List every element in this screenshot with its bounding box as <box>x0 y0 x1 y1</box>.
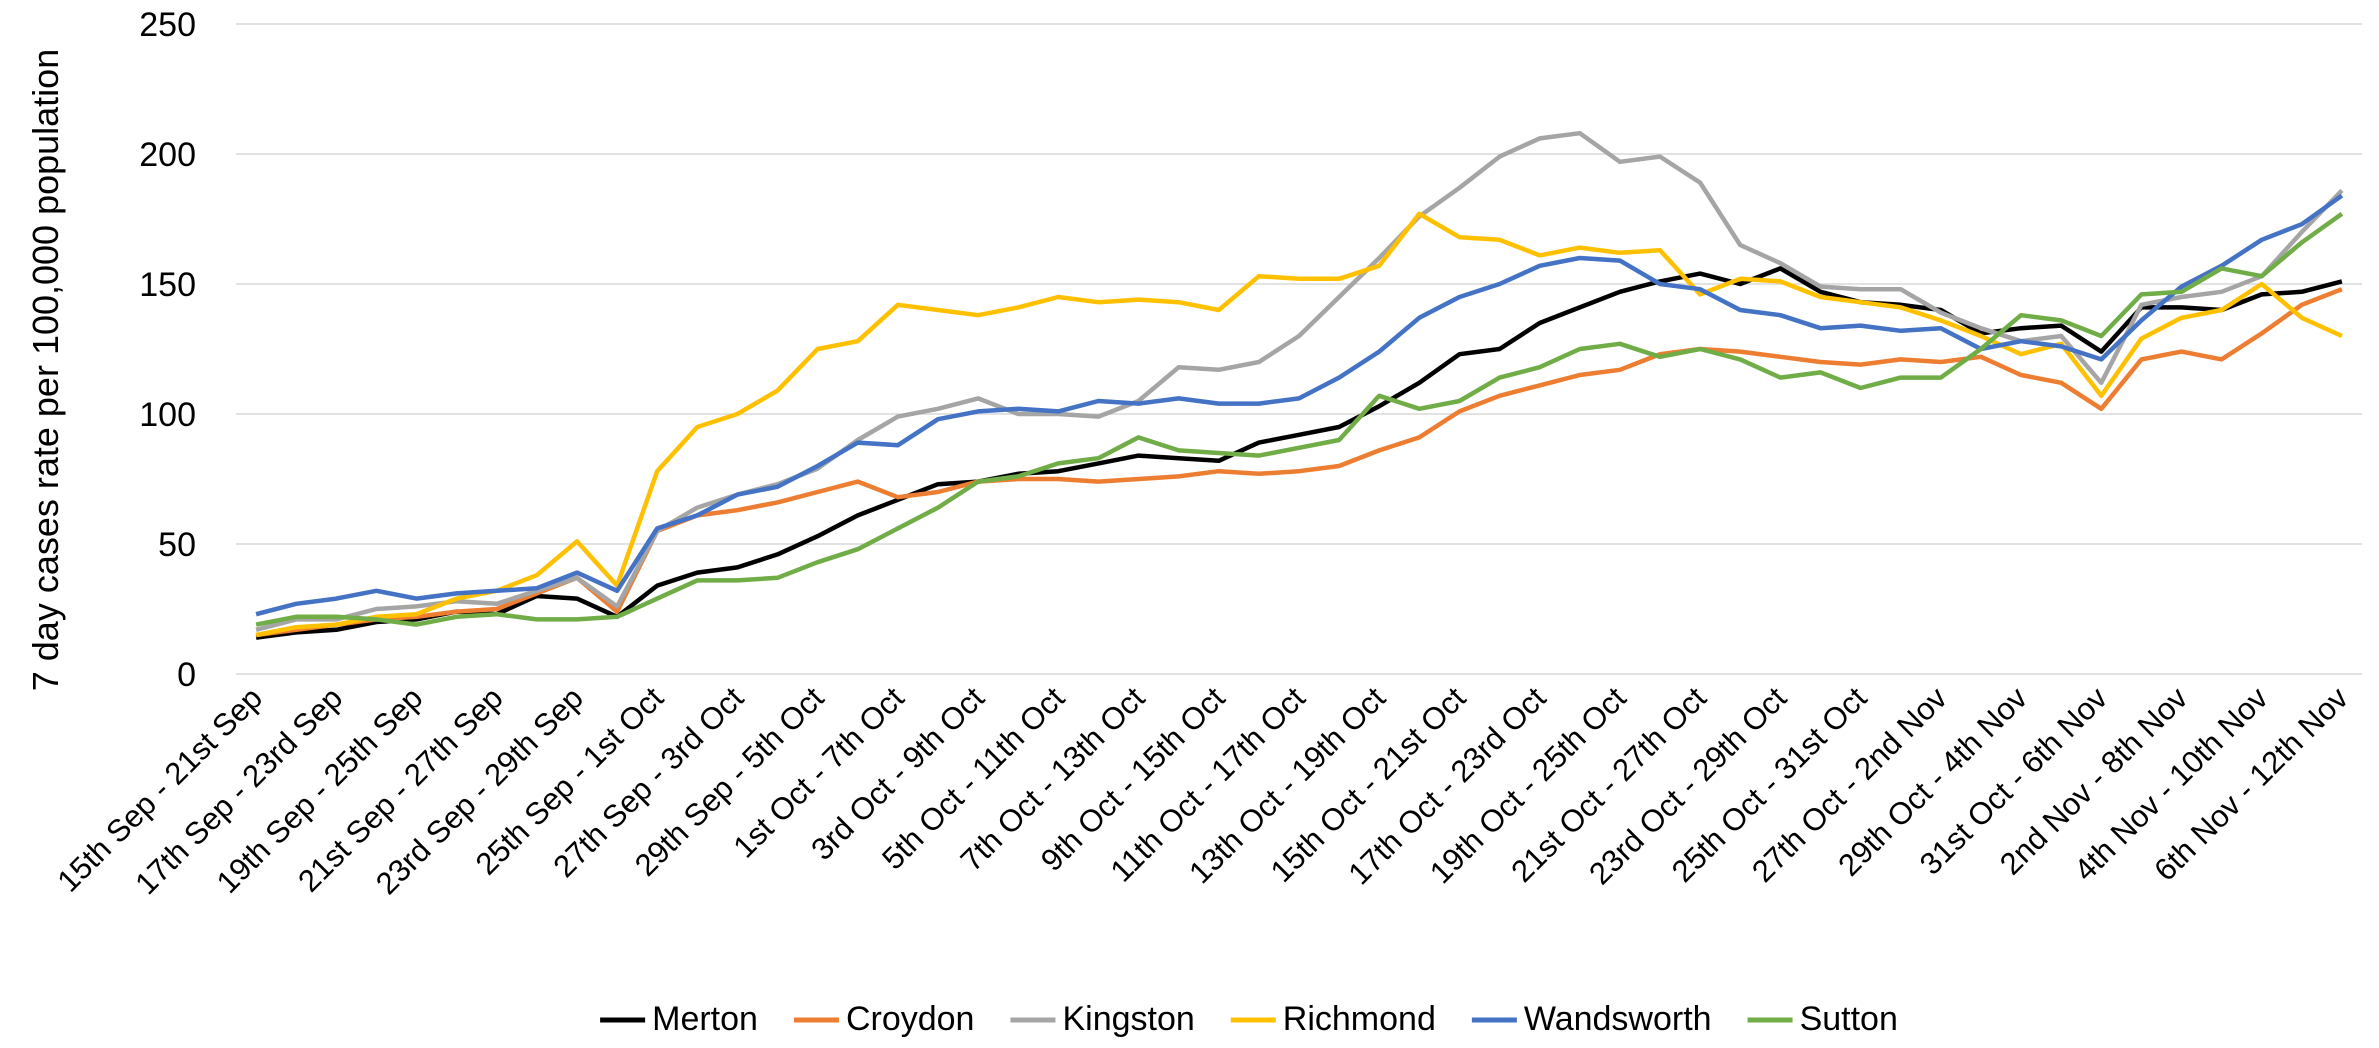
legend: Merton Croydon Kingston Richmond Wandsworth S… <box>600 1000 1898 1038</box>
y-tick-label: 250 <box>139 6 196 44</box>
y-axis-label: 7 day cases rate per 100,000 population <box>25 49 66 691</box>
y-tick-label: 50 <box>158 526 196 564</box>
legend-label: Croydon <box>846 1000 975 1038</box>
series-line <box>255 287 2343 638</box>
legend-label: Kingston <box>1062 1000 1194 1038</box>
series-line <box>255 211 2344 627</box>
y-tick-label: 150 <box>139 266 196 304</box>
series-line <box>255 130 2344 632</box>
y-tick-label: 100 <box>139 396 196 434</box>
legend-label: Merton <box>652 1000 758 1038</box>
y-tick-label: 200 <box>139 136 196 174</box>
y-tick-label: 0 <box>177 656 196 694</box>
series-line <box>255 193 2344 617</box>
legend-label: Wandsworth <box>1524 1000 1712 1038</box>
legend-label: Richmond <box>1283 1000 1436 1038</box>
legend-label: Sutton <box>1800 1000 1898 1038</box>
series-line <box>255 211 2343 638</box>
